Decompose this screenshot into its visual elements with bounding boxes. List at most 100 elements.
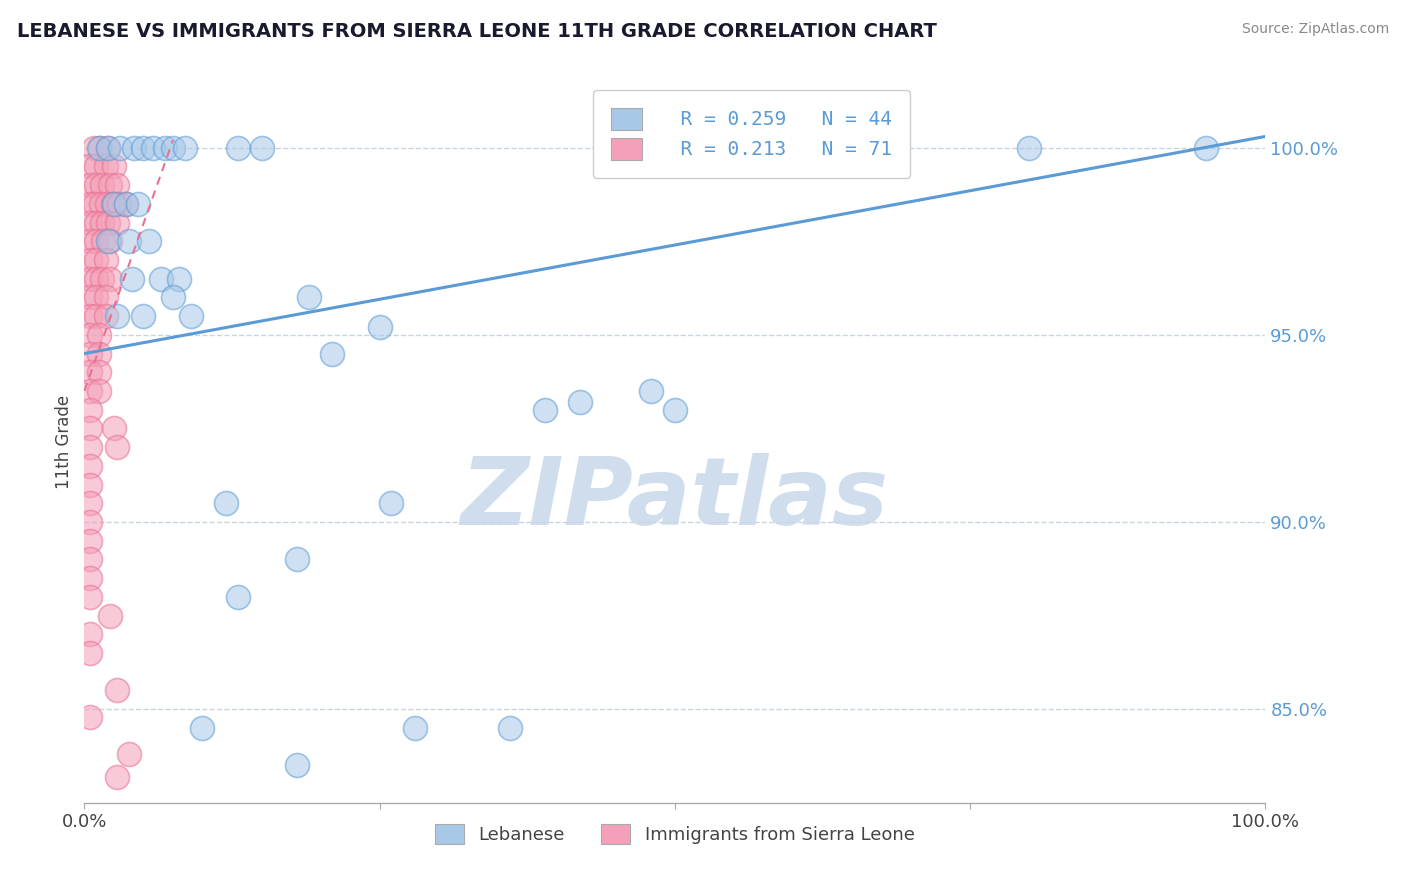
Point [79, 709, 101, 723]
Point [79, 458, 101, 473]
Point [96, 196, 118, 211]
Point [87, 384, 110, 398]
Point [114, 196, 136, 211]
Point [226, 141, 249, 155]
Point [79, 234, 101, 248]
Point [87, 141, 110, 155]
Point [142, 141, 165, 155]
Point [640, 384, 662, 398]
Y-axis label: 11th Grade: 11th Grade [55, 394, 73, 489]
Point [285, 758, 308, 772]
Point [250, 141, 273, 155]
Point [121, 271, 143, 285]
Point [79, 215, 101, 229]
Point [79, 290, 101, 304]
Point [103, 421, 125, 435]
Point [97, 215, 120, 229]
Point [138, 234, 160, 248]
Point [79, 252, 101, 267]
Point [103, 196, 125, 211]
Point [215, 496, 238, 510]
Point [79, 271, 101, 285]
Point [569, 395, 592, 409]
Text: ZIPatlas: ZIPatlas [461, 453, 889, 545]
Text: LEBANESE VS IMMIGRANTS FROM SIERRA LEONE 11TH GRADE CORRELATION CHART: LEBANESE VS IMMIGRANTS FROM SIERRA LEONE… [17, 22, 936, 41]
Point [226, 590, 249, 604]
Point [79, 384, 101, 398]
Point [162, 290, 184, 304]
Point [79, 496, 101, 510]
Point [79, 346, 101, 360]
Legend: Lebanese, Immigrants from Sierra Leone: Lebanese, Immigrants from Sierra Leone [420, 809, 929, 859]
Point [79, 421, 101, 435]
Point [118, 234, 141, 248]
Point [94, 252, 117, 267]
Point [79, 477, 101, 491]
Point [90, 196, 112, 211]
Point [114, 196, 136, 211]
Point [91, 234, 114, 248]
Point [79, 365, 101, 379]
Point [191, 721, 214, 735]
Point [107, 683, 129, 698]
Point [98, 178, 121, 193]
Point [94, 160, 117, 174]
Point [107, 440, 129, 454]
Point [84, 271, 107, 285]
Point [79, 178, 101, 193]
Point [79, 196, 101, 211]
Point [79, 646, 101, 660]
Point [98, 271, 121, 285]
Point [118, 747, 141, 761]
Point [83, 141, 105, 155]
Point [368, 320, 391, 334]
Point [84, 196, 107, 211]
Point [108, 141, 131, 155]
Point [107, 309, 129, 323]
Point [79, 533, 101, 548]
Point [180, 309, 202, 323]
Point [87, 346, 110, 360]
Point [79, 440, 101, 454]
Point [84, 309, 107, 323]
Point [79, 590, 101, 604]
Point [321, 346, 343, 360]
Point [1018, 141, 1040, 155]
Point [84, 234, 107, 248]
Point [107, 770, 129, 784]
Point [122, 141, 145, 155]
Point [98, 608, 121, 623]
Point [107, 178, 129, 193]
Point [89, 141, 111, 155]
Point [107, 215, 129, 229]
Point [98, 234, 121, 248]
Point [87, 365, 110, 379]
Point [107, 196, 129, 211]
Point [153, 141, 176, 155]
Point [162, 141, 184, 155]
Point [97, 234, 120, 248]
Point [79, 627, 101, 641]
Point [103, 160, 125, 174]
Point [91, 215, 114, 229]
Point [97, 141, 120, 155]
Point [84, 178, 107, 193]
Point [285, 552, 308, 566]
Point [127, 196, 149, 211]
Point [84, 290, 107, 304]
Point [498, 721, 520, 735]
Point [1195, 141, 1218, 155]
Point [87, 327, 110, 342]
Point [94, 290, 117, 304]
Point [91, 271, 114, 285]
Point [173, 141, 195, 155]
Point [380, 496, 402, 510]
Point [534, 402, 557, 417]
Point [167, 271, 190, 285]
Point [84, 160, 107, 174]
Point [91, 178, 114, 193]
Point [79, 571, 101, 585]
Point [132, 141, 155, 155]
Point [84, 252, 107, 267]
Point [79, 402, 101, 417]
